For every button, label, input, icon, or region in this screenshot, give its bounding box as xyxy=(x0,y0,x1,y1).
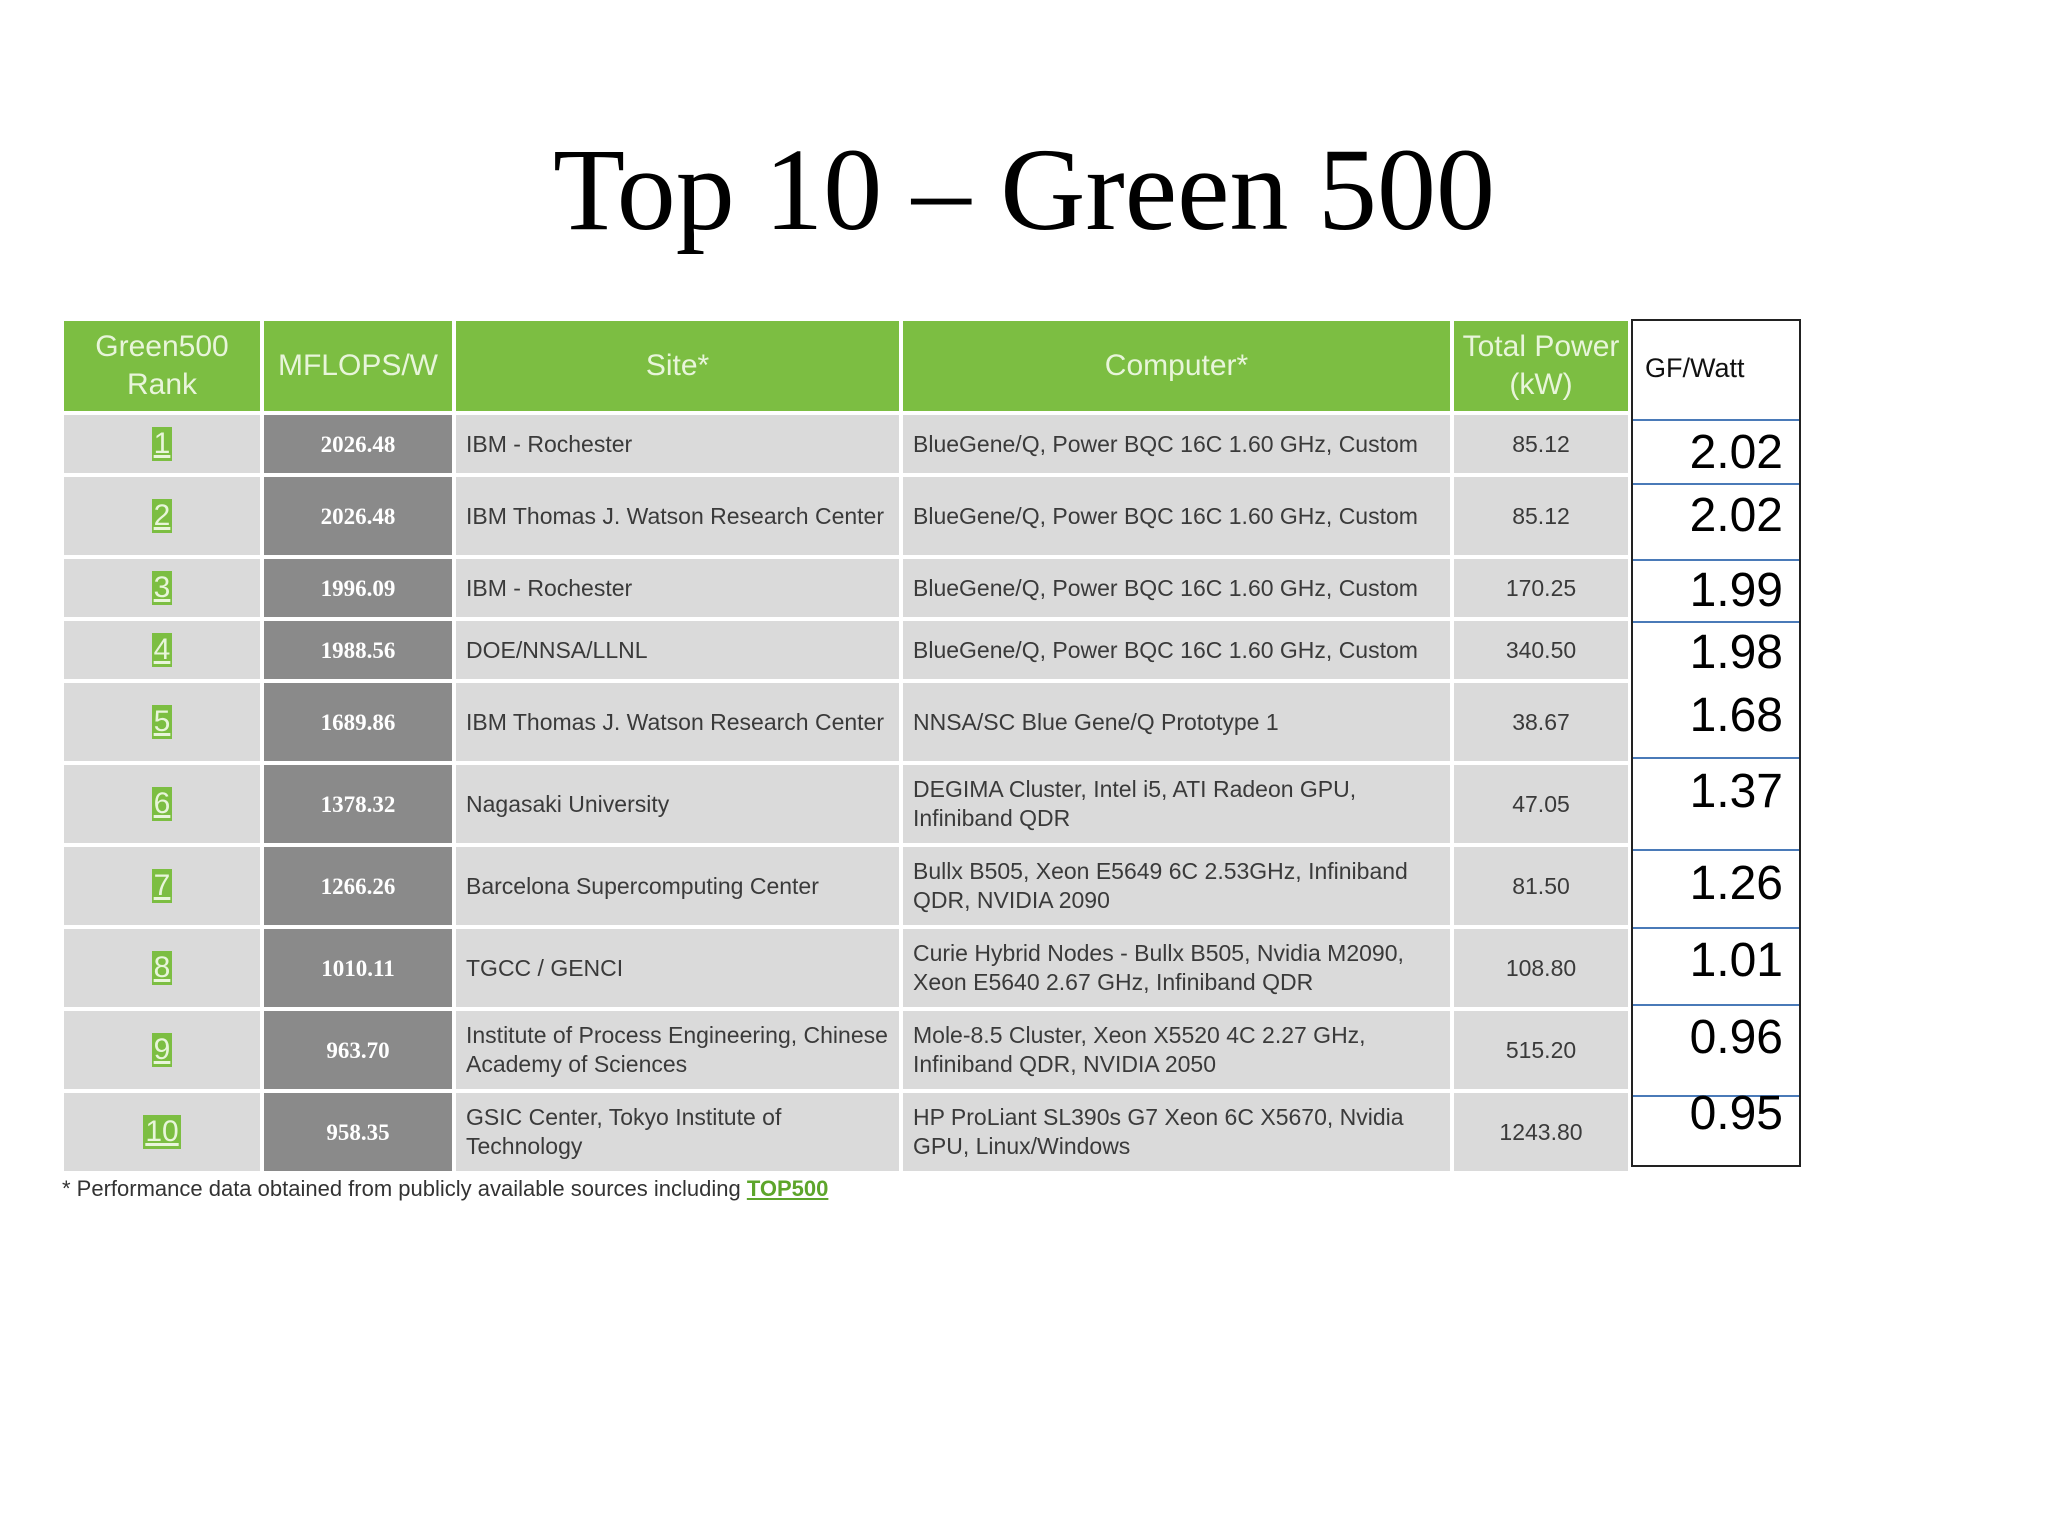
rank-link[interactable]: 3 xyxy=(151,571,173,605)
rank-link[interactable]: 9 xyxy=(151,1033,173,1067)
computer-cell: DEGIMA Cluster, Intel i5, ATI Radeon GPU… xyxy=(903,765,1450,843)
gf-watt-value: 0.96 xyxy=(1689,1011,1783,1064)
site-cell: IBM Thomas J. Watson Research Center xyxy=(456,683,899,761)
site-cell: Institute of Process Engineering, Chines… xyxy=(456,1011,899,1089)
table-row: 2 2026.48 IBM Thomas J. Watson Research … xyxy=(64,477,1628,555)
site-cell: GSIC Center, Tokyo Institute of Technolo… xyxy=(456,1093,899,1171)
gf-watt-value: 1.68 xyxy=(1689,689,1783,742)
site-cell: TGCC / GENCI xyxy=(456,929,899,1007)
rank-link[interactable]: 10 xyxy=(143,1115,181,1149)
table-row: 1 2026.48 IBM - Rochester BlueGene/Q, Po… xyxy=(64,415,1628,473)
power-cell: 170.25 xyxy=(1454,559,1628,617)
site-cell: IBM - Rochester xyxy=(456,415,899,473)
footnote: * Performance data obtained from publicl… xyxy=(62,1176,828,1202)
gf-divider xyxy=(1633,1095,1799,1097)
gf-watt-header: GF/Watt xyxy=(1645,353,1745,383)
header-mflops: MFLOPS/W xyxy=(264,321,452,411)
table-row: 6 1378.32 Nagasaki University DEGIMA Clu… xyxy=(64,765,1628,843)
power-cell: 515.20 xyxy=(1454,1011,1628,1089)
power-cell: 38.67 xyxy=(1454,683,1628,761)
gf-watt-value: 2.02 xyxy=(1689,489,1783,542)
power-cell: 81.50 xyxy=(1454,847,1628,925)
rank-link[interactable]: 1 xyxy=(151,427,173,461)
table-row: 5 1689.86 IBM Thomas J. Watson Research … xyxy=(64,683,1628,761)
table-row: 8 1010.11 TGCC / GENCI Curie Hybrid Node… xyxy=(64,929,1628,1007)
mflops-cell: 1996.09 xyxy=(264,559,452,617)
table-row: 3 1996.09 IBM - Rochester BlueGene/Q, Po… xyxy=(64,559,1628,617)
gf-divider xyxy=(1633,849,1799,851)
site-cell: Nagasaki University xyxy=(456,765,899,843)
rank-link[interactable]: 2 xyxy=(151,499,173,533)
rank-link[interactable]: 5 xyxy=(151,705,173,739)
top500-link[interactable]: TOP500 xyxy=(746,1176,829,1201)
gf-divider xyxy=(1633,483,1799,485)
header-site: Site* xyxy=(456,321,899,411)
gf-watt-value: 0.95 xyxy=(1689,1087,1783,1140)
gf-watt-value: 2.02 xyxy=(1689,426,1783,479)
gf-watt-value: 1.01 xyxy=(1689,934,1783,987)
mflops-cell: 1988.56 xyxy=(264,621,452,679)
gf-watt-value: 1.99 xyxy=(1689,564,1783,617)
gf-divider xyxy=(1633,419,1799,421)
computer-cell: Bullx B505, Xeon E5649 6C 2.53GHz, Infin… xyxy=(903,847,1450,925)
computer-cell: BlueGene/Q, Power BQC 16C 1.60 GHz, Cust… xyxy=(903,559,1450,617)
site-cell: DOE/NNSA/LLNL xyxy=(456,621,899,679)
power-cell: 108.80 xyxy=(1454,929,1628,1007)
computer-cell: BlueGene/Q, Power BQC 16C 1.60 GHz, Cust… xyxy=(903,621,1450,679)
mflops-cell: 1689.86 xyxy=(264,683,452,761)
rank-link[interactable]: 4 xyxy=(151,633,173,667)
gf-watt-value: 1.98 xyxy=(1689,626,1783,679)
mflops-cell: 2026.48 xyxy=(264,415,452,473)
mflops-cell: 963.70 xyxy=(264,1011,452,1089)
computer-cell: Mole-8.5 Cluster, Xeon X5520 4C 2.27 GHz… xyxy=(903,1011,1450,1089)
computer-cell: BlueGene/Q, Power BQC 16C 1.60 GHz, Cust… xyxy=(903,415,1450,473)
green500-table: Green500 Rank MFLOPS/W Site* Computer* T… xyxy=(60,317,1632,1175)
computer-cell: NNSA/SC Blue Gene/Q Prototype 1 xyxy=(903,683,1450,761)
page-title: Top 10 – Green 500 xyxy=(552,124,1496,255)
table-row: 4 1988.56 DOE/NNSA/LLNL BlueGene/Q, Powe… xyxy=(64,621,1628,679)
mflops-cell: 1010.11 xyxy=(264,929,452,1007)
computer-cell: Curie Hybrid Nodes - Bullx B505, Nvidia … xyxy=(903,929,1450,1007)
gf-per-watt-column: GF/Watt 2.02 2.02 1.99 1.98 1.68 1.37 1.… xyxy=(1631,319,1801,1167)
power-cell: 85.12 xyxy=(1454,477,1628,555)
power-cell: 85.12 xyxy=(1454,415,1628,473)
gf-divider xyxy=(1633,927,1799,929)
rank-link[interactable]: 7 xyxy=(151,869,173,903)
power-cell: 340.50 xyxy=(1454,621,1628,679)
computer-cell: HP ProLiant SL390s G7 Xeon 6C X5670, Nvi… xyxy=(903,1093,1450,1171)
header-power: Total Power (kW) xyxy=(1454,321,1628,411)
table-row: 7 1266.26 Barcelona Supercomputing Cente… xyxy=(64,847,1628,925)
header-rank: Green500 Rank xyxy=(64,321,260,411)
mflops-cell: 1378.32 xyxy=(264,765,452,843)
rank-link[interactable]: 8 xyxy=(151,951,173,985)
site-cell: IBM - Rochester xyxy=(456,559,899,617)
gf-divider xyxy=(1633,621,1799,623)
mflops-cell: 958.35 xyxy=(264,1093,452,1171)
footnote-text: * Performance data obtained from publicl… xyxy=(62,1176,747,1201)
mflops-cell: 2026.48 xyxy=(264,477,452,555)
gf-divider xyxy=(1633,559,1799,561)
site-cell: IBM Thomas J. Watson Research Center xyxy=(456,477,899,555)
header-computer: Computer* xyxy=(903,321,1450,411)
power-cell: 47.05 xyxy=(1454,765,1628,843)
table-row: 10 958.35 GSIC Center, Tokyo Institute o… xyxy=(64,1093,1628,1171)
mflops-cell: 1266.26 xyxy=(264,847,452,925)
gf-watt-value: 1.37 xyxy=(1689,765,1783,818)
rank-link[interactable]: 6 xyxy=(151,787,173,821)
gf-divider xyxy=(1633,757,1799,759)
table-row: 9 963.70 Institute of Process Engineerin… xyxy=(64,1011,1628,1089)
computer-cell: BlueGene/Q, Power BQC 16C 1.60 GHz, Cust… xyxy=(903,477,1450,555)
site-cell: Barcelona Supercomputing Center xyxy=(456,847,899,925)
gf-watt-value: 1.26 xyxy=(1689,857,1783,910)
gf-divider xyxy=(1633,1004,1799,1006)
power-cell: 1243.80 xyxy=(1454,1093,1628,1171)
